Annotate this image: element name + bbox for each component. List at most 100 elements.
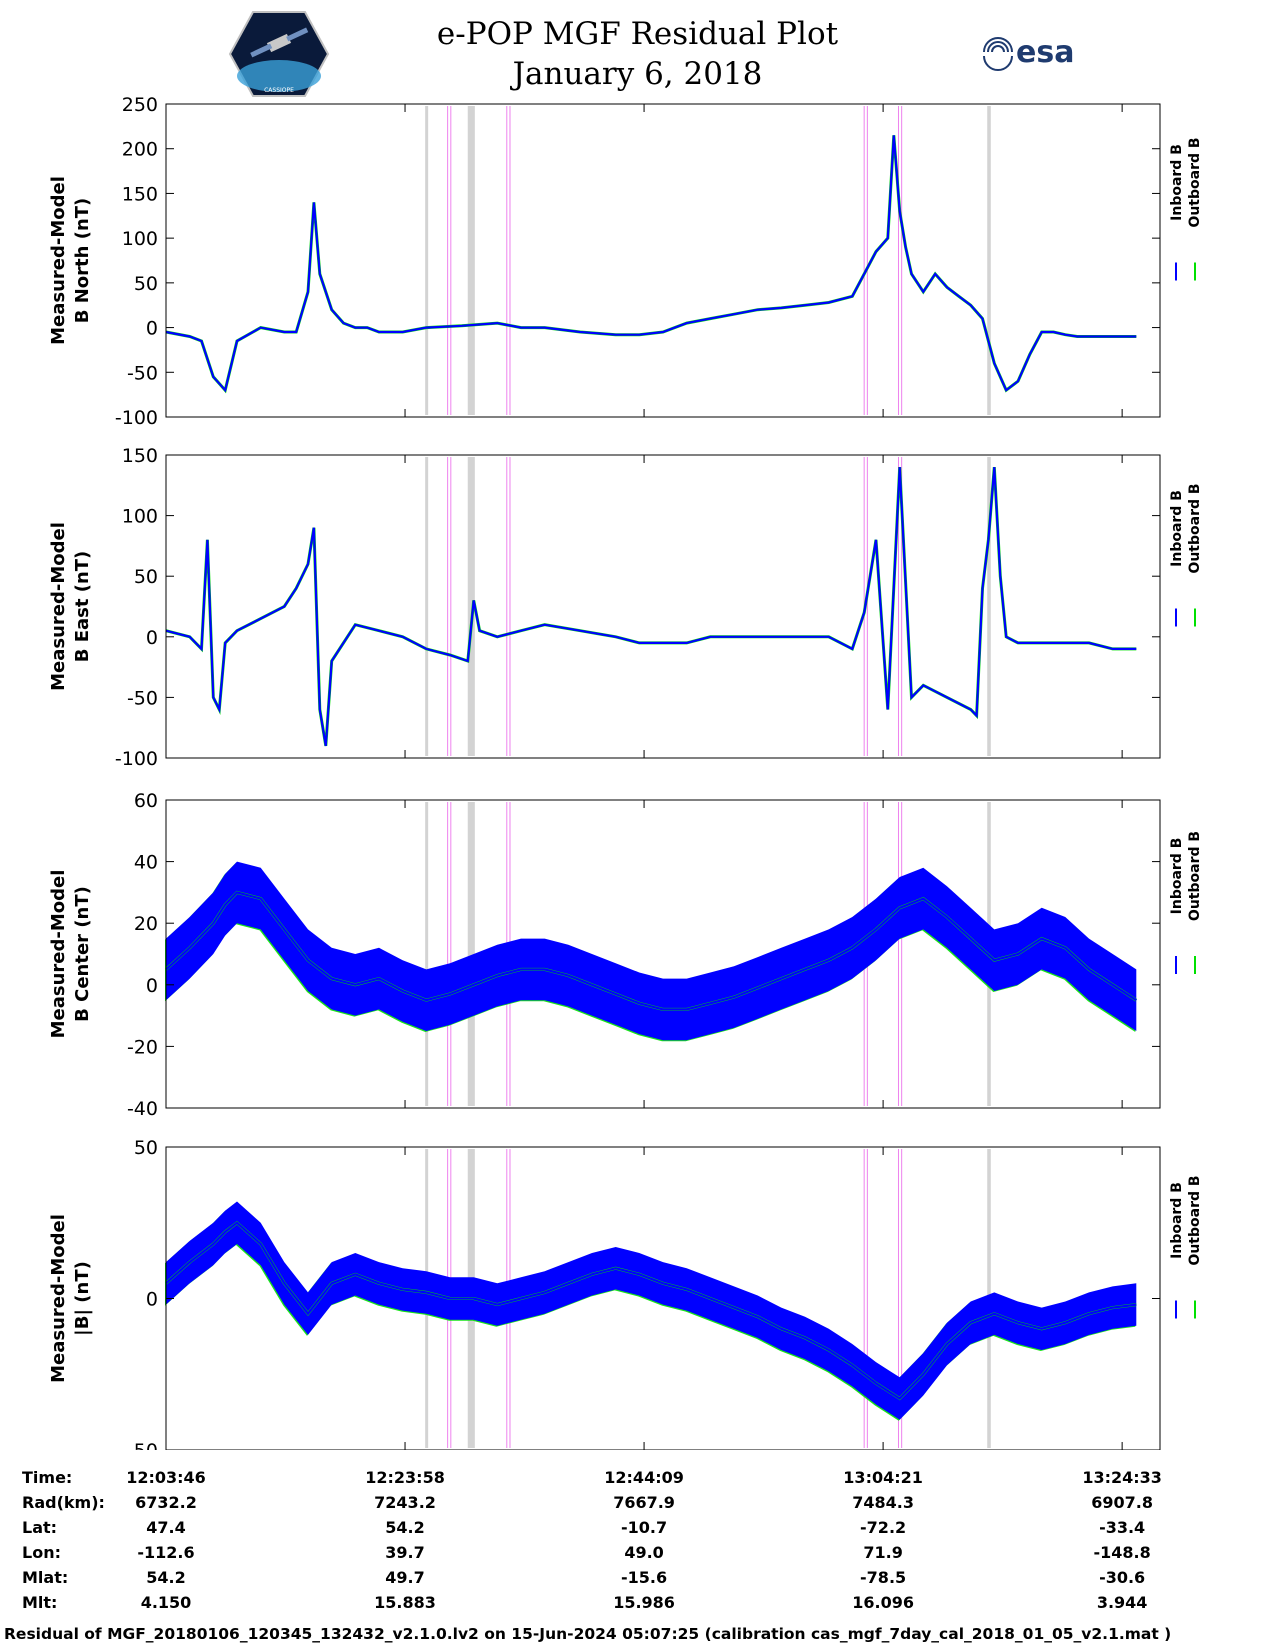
ytick-label-0-3: 100 — [122, 228, 158, 250]
ytick-label-2-1: 40 — [134, 852, 158, 874]
info-value: -78.5 — [860, 1568, 907, 1587]
gray-band-0-1 — [467, 106, 475, 415]
info-value: -112.6 — [137, 1543, 195, 1562]
ylabel-line1-2: Measured-Model — [48, 870, 69, 1039]
info-value: 7667.9 — [613, 1493, 675, 1512]
info-value: 7243.2 — [374, 1493, 436, 1512]
ytick-label-0-1: 200 — [122, 139, 158, 161]
ytick-label-2-3: 0 — [146, 975, 158, 997]
info-value: 15.883 — [374, 1593, 436, 1612]
gray-band-1-0 — [425, 457, 429, 756]
info-value: -10.7 — [621, 1518, 668, 1537]
ylabel-line2-1: B East (nT) — [72, 551, 93, 663]
legend-outboard-label-3: Outboard B — [1187, 1175, 1203, 1265]
info-label: Mlat: — [22, 1568, 69, 1587]
svg-text:CASSIOPE: CASSIOPE — [264, 87, 294, 94]
info-value: 13:04:21 — [843, 1468, 923, 1487]
title-line-2: January 6, 2018 — [512, 56, 763, 92]
ylabel-line2-2: B Center (nT) — [72, 886, 93, 1022]
legend-inboard-label-1: Inboard B — [1169, 490, 1185, 567]
info-value: 7484.3 — [852, 1493, 914, 1512]
gray-band-0-2 — [987, 106, 991, 415]
legend-inboard-label-3: Inboard B — [1169, 1182, 1185, 1259]
ylabel-line2-0: B North (nT) — [72, 198, 93, 324]
ytick-label-0-2: 150 — [122, 183, 158, 205]
series-inboard-line-3 — [165, 1221, 1137, 1400]
ylabel-line2-3: |B| (nT) — [72, 1261, 93, 1336]
info-value: 4.150 — [140, 1593, 192, 1612]
ytick-label-3-2: -50 — [127, 1440, 158, 1450]
ytick-label-1-5: -100 — [115, 748, 158, 770]
info-label: Lat: — [22, 1518, 58, 1537]
info-value: 49.0 — [624, 1543, 664, 1562]
info-label: Time: — [22, 1468, 73, 1487]
info-table: Time: Rad(km): Lat: Lon: Mlat: Mlt: 12:03:46 6… — [22, 1468, 1252, 1618]
page-title: e-POP MGF Residual Plot January 6, 2018 — [0, 14, 1275, 94]
ytick-label-3-0: 50 — [134, 1137, 158, 1159]
info-value: -72.2 — [860, 1518, 907, 1537]
info-value: 15.986 — [613, 1593, 675, 1612]
title-line-1: e-POP MGF Residual Plot — [436, 16, 839, 52]
info-value: 12:03:46 — [126, 1468, 206, 1487]
info-value: 6732.2 — [135, 1493, 197, 1512]
ytick-label-1-1: 100 — [122, 506, 158, 528]
ytick-label-0-0: 250 — [122, 94, 158, 116]
ytick-label-3-1: 0 — [146, 1289, 158, 1311]
info-value: -148.8 — [1093, 1543, 1151, 1562]
info-value: 54.2 — [385, 1518, 425, 1537]
ylabel-line1-1: Measured-Model — [48, 522, 69, 691]
ytick-label-1-0: 150 — [122, 445, 158, 467]
info-value: -33.4 — [1099, 1518, 1146, 1537]
ytick-label-2-0: 60 — [134, 790, 158, 812]
footer-caption: Residual of MGF_20180106_120345_132432_v… — [4, 1625, 1172, 1643]
info-label: Rad(km): — [22, 1493, 105, 1512]
ytick-label-0-5: 0 — [146, 318, 158, 340]
info-value: 6907.8 — [1091, 1493, 1153, 1512]
gray-band-1-2 — [987, 457, 991, 756]
info-value: 54.2 — [146, 1568, 186, 1587]
series-inboard-line-1 — [165, 467, 1137, 747]
info-label: Mlt: — [22, 1593, 58, 1612]
gray-band-1-1 — [467, 457, 475, 756]
info-label: Lon: — [22, 1543, 61, 1562]
info-value: 16.096 — [852, 1593, 914, 1612]
cassiope-logo: CASSIOPE — [228, 11, 330, 97]
ytick-label-1-4: -50 — [127, 687, 158, 709]
legend-outboard-label-1: Outboard B — [1187, 483, 1203, 573]
ytick-label-1-2: 50 — [134, 566, 158, 588]
series-inboard-band-2 — [166, 861, 1137, 1041]
ytick-label-0-6: -50 — [127, 362, 158, 384]
info-value: 12:44:09 — [604, 1468, 684, 1487]
info-value: 71.9 — [863, 1543, 903, 1562]
info-value: -30.6 — [1099, 1568, 1146, 1587]
info-value: 3.944 — [1096, 1593, 1148, 1612]
legend-inboard-label-2: Inboard B — [1169, 838, 1185, 915]
esa-logo: esa — [983, 35, 1074, 71]
info-value: 12:23:58 — [365, 1468, 445, 1487]
ytick-label-2-5: -40 — [127, 1098, 158, 1120]
ytick-label-2-4: -20 — [127, 1036, 158, 1058]
axes-frame-0 — [165, 103, 1161, 418]
gray-band-0-0 — [425, 106, 429, 415]
legend-outboard-label-2: Outboard B — [1187, 831, 1203, 921]
info-value: 13:24:33 — [1082, 1468, 1162, 1487]
info-value: 47.4 — [146, 1518, 186, 1537]
ylabel-line1-3: Measured-Model — [48, 1214, 69, 1383]
gray-band-2-0 — [425, 802, 429, 1106]
series-inboard-line-0 — [165, 135, 1137, 393]
axes-frame-1 — [165, 454, 1161, 759]
ytick-label-1-3: 0 — [146, 627, 158, 649]
ytick-label-0-7: -100 — [115, 407, 158, 429]
info-value: 49.7 — [385, 1568, 425, 1587]
legend-inboard-label-0: Inboard B — [1169, 144, 1185, 221]
gray-band-2-1 — [467, 802, 475, 1106]
legend-outboard-label-0: Outboard B — [1187, 137, 1203, 227]
svg-text:esa: esa — [1016, 35, 1074, 70]
info-value: 39.7 — [385, 1543, 425, 1562]
ytick-label-2-2: 20 — [134, 913, 158, 935]
ylabel-line1-0: Measured-Model — [48, 176, 69, 345]
axes-frame-2 — [165, 799, 1161, 1109]
series-inboard-line-2 — [165, 891, 1137, 1011]
ytick-label-0-4: 50 — [134, 273, 158, 295]
